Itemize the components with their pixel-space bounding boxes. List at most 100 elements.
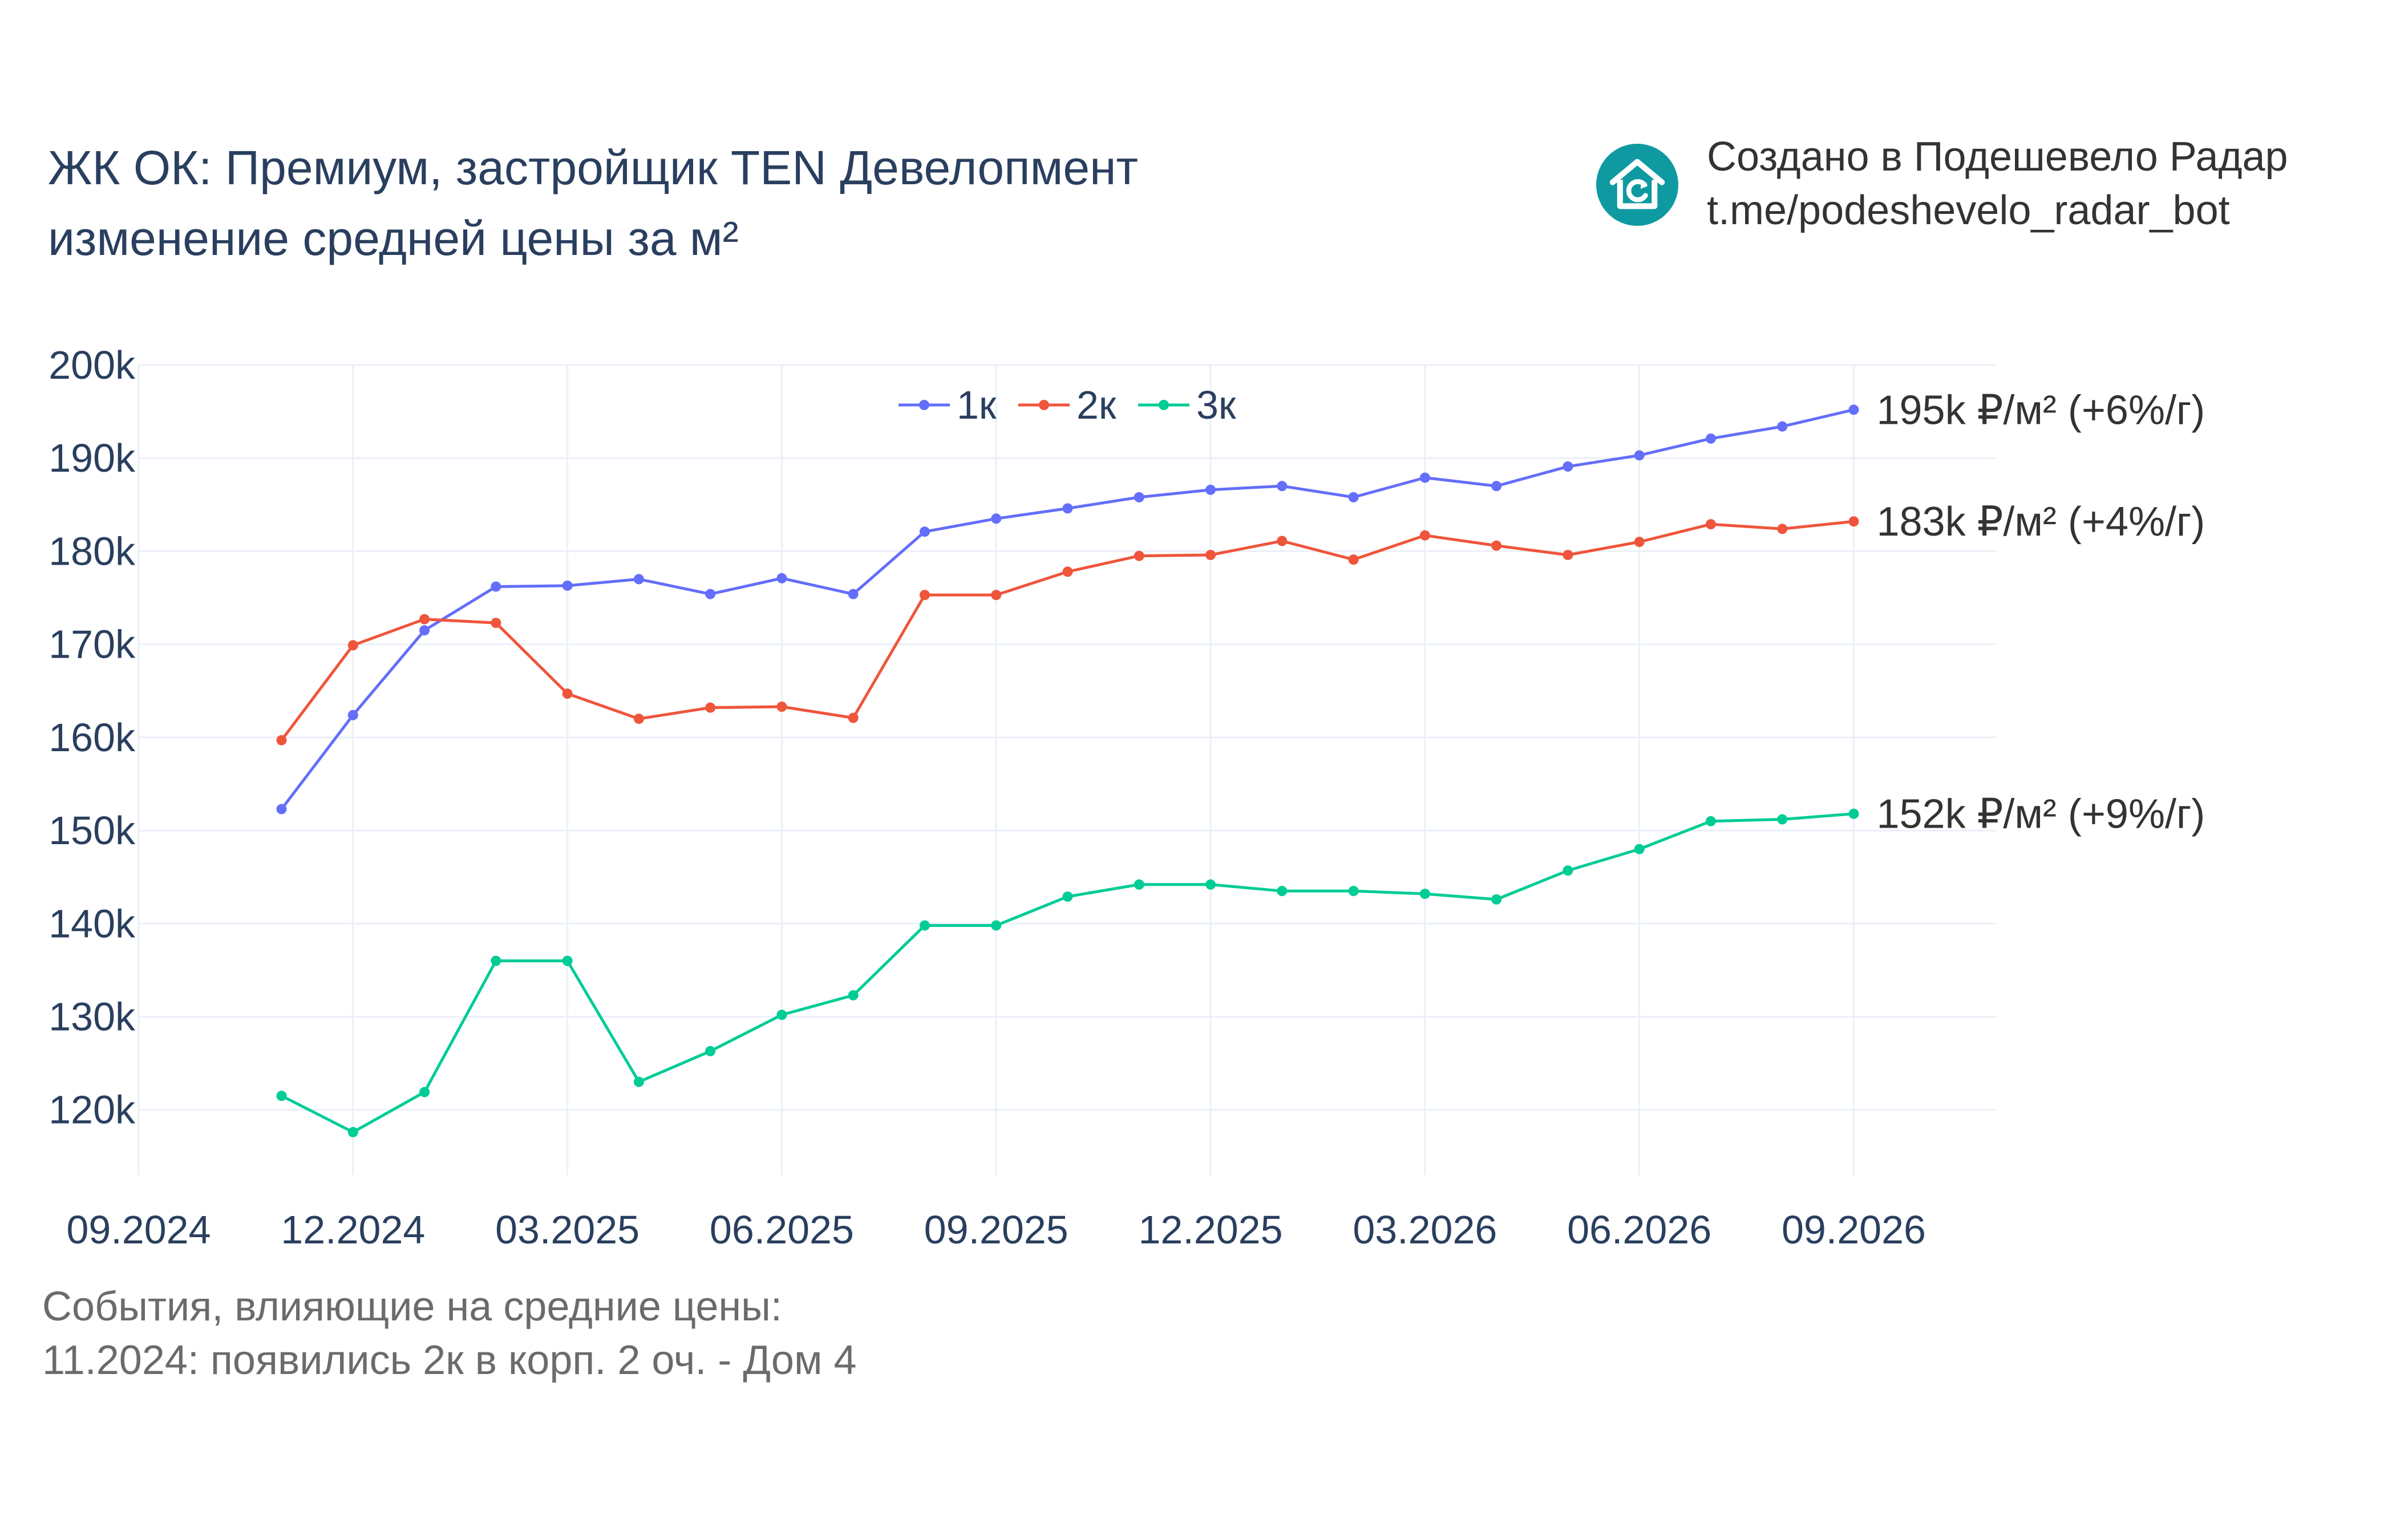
data-point	[347, 640, 358, 651]
data-point	[776, 1010, 787, 1020]
data-point	[1062, 566, 1073, 577]
data-point	[1348, 492, 1359, 502]
y-tick-label: 180k	[48, 529, 136, 573]
data-point	[1277, 481, 1288, 492]
data-point	[705, 1045, 716, 1056]
data-point	[1205, 549, 1216, 560]
data-point	[1705, 816, 1716, 826]
brand-logo-house	[1609, 159, 1665, 185]
data-point	[705, 702, 716, 713]
brand-credit-line-1: Создано в Подешевело Радар	[1707, 134, 2288, 180]
data-point	[1777, 421, 1788, 432]
data-point	[919, 526, 930, 537]
x-tick-label: 12.2024	[281, 1207, 425, 1252]
data-point	[1777, 524, 1788, 534]
events-note: События, влияющие на средние цены: 11.20…	[42, 1280, 857, 1387]
data-point	[1277, 536, 1288, 546]
y-tick-label: 140k	[48, 901, 136, 946]
y-tick-label: 190k	[48, 436, 136, 480]
legend-marker	[1159, 400, 1169, 410]
data-point	[1419, 889, 1430, 899]
data-point	[1634, 450, 1645, 461]
data-point	[1634, 537, 1645, 548]
data-point	[1134, 492, 1144, 502]
data-point	[1062, 503, 1073, 514]
data-point	[705, 589, 716, 599]
data-point	[919, 920, 930, 931]
data-point	[1777, 814, 1788, 825]
brand-logo-circle	[1596, 144, 1678, 226]
y-tick-label: 170k	[48, 622, 136, 667]
data-point	[1848, 808, 1859, 819]
data-point	[1419, 472, 1430, 483]
data-point	[633, 574, 644, 585]
x-tick-label: 06.2026	[1567, 1207, 1711, 1252]
data-point	[1563, 549, 1573, 560]
y-tick-label: 130k	[48, 995, 136, 1039]
data-point	[1634, 844, 1645, 854]
data-point	[991, 590, 1002, 601]
event-item: 11.2024: появились 2к в корп. 2 оч. - До…	[42, 1338, 857, 1383]
data-point	[776, 702, 787, 712]
data-point	[991, 513, 1002, 524]
data-point	[276, 1091, 287, 1101]
data-point	[848, 712, 859, 723]
x-tick-label: 03.2026	[1353, 1207, 1497, 1252]
data-point	[1491, 894, 1502, 905]
data-point	[919, 590, 930, 601]
data-point	[491, 581, 501, 592]
brand-logo-arrowhead	[1640, 180, 1648, 189]
data-point	[1348, 554, 1359, 565]
brand-credit-link[interactable]: t.me/podeshevelo_radar_bot	[1707, 188, 2230, 233]
data-point	[776, 573, 787, 583]
brand-logo-walls	[1617, 180, 1658, 209]
data-point	[1848, 516, 1859, 527]
data-point	[562, 580, 573, 591]
data-point	[1134, 879, 1144, 890]
data-point	[1348, 886, 1359, 897]
data-point	[1848, 404, 1859, 415]
data-point	[1491, 540, 1502, 551]
data-point	[419, 614, 430, 625]
legend-marker	[1039, 400, 1049, 410]
legend-marker	[919, 400, 929, 410]
events-heading: События, влияющие на средние цены:	[42, 1284, 782, 1330]
data-point	[1205, 484, 1216, 495]
series-end-label: 183k ₽/м² (+4%/г)	[1876, 499, 2205, 545]
chart-title-line-2: изменение средней цены за м²	[48, 212, 739, 265]
x-tick-label: 06.2025	[710, 1207, 854, 1252]
chart-title-line-1: ЖК ОК: Премиум, застройщик TEN Девелопме…	[48, 141, 1138, 194]
x-tick-label: 12.2025	[1139, 1207, 1283, 1252]
data-point	[1277, 886, 1288, 897]
y-tick-label: 150k	[48, 808, 136, 853]
data-point	[276, 735, 287, 745]
data-point	[1705, 519, 1716, 530]
legend-label: 3к	[1196, 383, 1236, 427]
series-line	[280, 812, 1855, 1134]
x-tick-label: 09.2025	[924, 1207, 1069, 1252]
brand-logo-arrow	[1626, 179, 1648, 202]
house-refresh-icon	[1596, 144, 1678, 226]
y-tick-label: 160k	[48, 715, 136, 760]
series-line	[280, 408, 1855, 811]
data-point	[1491, 481, 1502, 492]
data-point	[347, 710, 358, 720]
data-point	[1205, 879, 1216, 890]
chart-title: ЖК ОК: Премиум, застройщик TEN Девелопме…	[48, 132, 1138, 274]
series-end-label: 195k ₽/м² (+6%/г)	[1876, 387, 2205, 433]
data-point	[1563, 461, 1573, 472]
legend-label: 2к	[1076, 383, 1116, 427]
x-tick-label: 09.2026	[1782, 1207, 1926, 1252]
data-point	[1563, 865, 1573, 876]
data-point	[419, 625, 430, 636]
data-point	[633, 1076, 644, 1087]
data-point	[848, 589, 859, 599]
data-point	[562, 688, 573, 699]
data-point	[1134, 550, 1144, 561]
data-point	[419, 1087, 430, 1097]
data-point	[1062, 891, 1073, 902]
data-point	[347, 1126, 358, 1137]
brand-credit: Создано в Подешевело Радар t.me/podeshev…	[1707, 130, 2288, 237]
data-point	[491, 955, 501, 966]
data-point	[1419, 530, 1430, 541]
